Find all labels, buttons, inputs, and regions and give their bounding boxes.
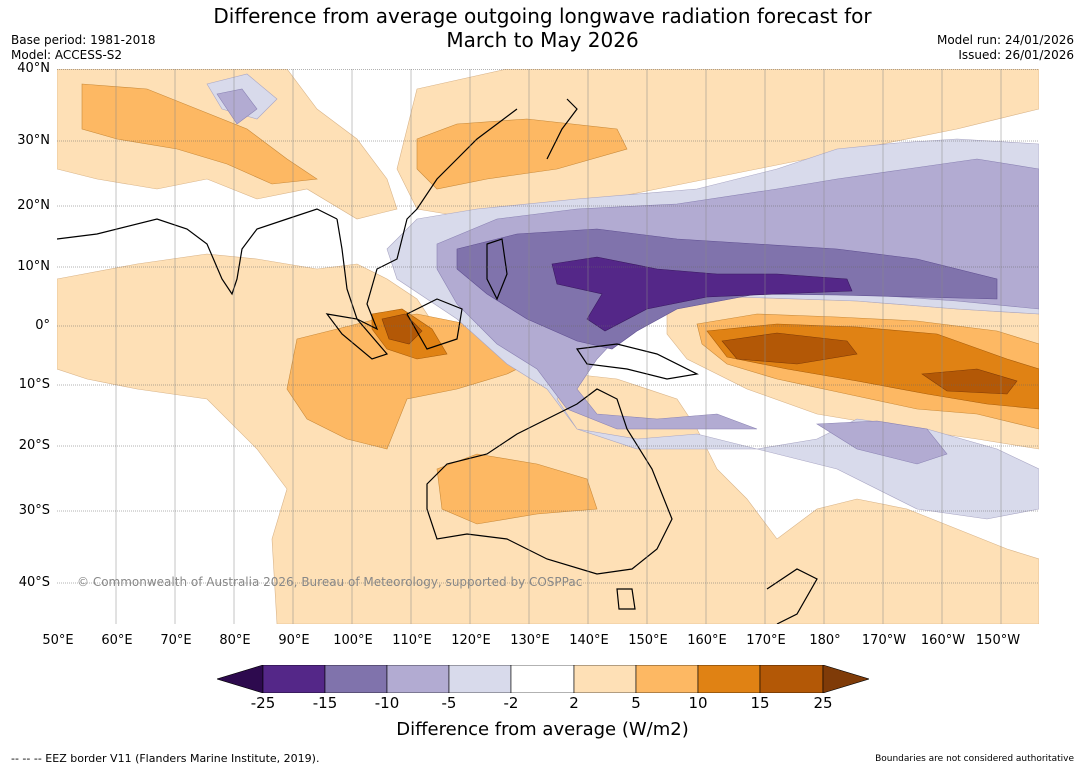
southeast-asia-coast	[336, 108, 518, 331]
colorbar-tick: -15	[312, 694, 338, 712]
colorbar-tick: -10	[374, 694, 400, 712]
lon-label-150e: 150°E	[628, 633, 668, 648]
colorbar-bin	[448, 665, 512, 693]
colorbar-tick: 2	[569, 694, 579, 712]
colorbar-bin	[324, 665, 388, 693]
lon-label-60e: 60°E	[101, 633, 133, 648]
title-line-1: Difference from average outgoing longwav…	[213, 4, 872, 28]
lat-label-10s: 10°S	[18, 377, 50, 392]
meta-right: Model run: 24/01/2026 Issued: 26/01/2026	[937, 33, 1074, 63]
new-guinea-coast	[575, 343, 699, 380]
meta-left: Base period: 1981-2018 Model: ACCESS-S2	[11, 33, 156, 63]
lon-label-50e: 50°E	[42, 633, 74, 648]
boundary-disclaimer: Boundaries are not considered authoritat…	[875, 754, 1074, 764]
colorbar-bin	[262, 665, 326, 693]
colorbar-tick: 10	[688, 694, 708, 712]
colorbar-tick: -5	[441, 694, 457, 712]
lon-label-120e: 120°E	[451, 633, 491, 648]
lat-label-10n: 10°N	[17, 259, 50, 274]
new-zealand-coast	[766, 568, 818, 624]
eez-footnote: -- -- -- EEZ border V11 (Flanders Marine…	[11, 752, 320, 765]
model-run: Model run: 24/01/2026	[936, 33, 1074, 47]
meridians	[115, 69, 1002, 624]
lat-label-0: 0°	[35, 318, 50, 333]
lat-label-40n: 40°N	[17, 61, 50, 76]
lon-label-100e: 100°E	[333, 633, 373, 648]
title-line-2: March to May 2026	[446, 28, 639, 52]
issued-date: Issued: 26/01/2026	[958, 48, 1074, 62]
lat-label-20s: 20°S	[18, 438, 50, 453]
colorbar-tick: 5	[631, 694, 641, 712]
lon-label-160e: 160°E	[687, 633, 727, 648]
colorbar-min-arrow	[217, 665, 264, 693]
lon-label-80e: 80°E	[219, 633, 251, 648]
colorbar-bin	[386, 665, 450, 693]
borneo-coast	[406, 298, 463, 350]
colorbar-bin	[573, 665, 637, 693]
colorbar-tick: 25	[813, 694, 833, 712]
copyright-notice: © Commonwealth of Australia 2026, Bureau…	[77, 575, 583, 589]
colorbar-max-arrow	[822, 665, 869, 693]
base-period: Base period: 1981-2018	[11, 33, 156, 47]
japan-coast	[546, 98, 578, 160]
lon-label-150w: 150°W	[975, 633, 1021, 648]
lon-label-140e: 140°E	[569, 633, 609, 648]
lon-label-110e: 110°E	[392, 633, 432, 648]
graticule	[57, 69, 1039, 584]
lon-label-160w: 160°W	[920, 633, 966, 648]
lat-label-30n: 30°N	[17, 133, 50, 148]
positive-anomaly-very-strong	[381, 313, 1018, 395]
colorbar-bin	[635, 665, 699, 693]
negative-anomaly-very-strong	[551, 256, 853, 332]
india-coast	[57, 208, 338, 296]
colorbar-tick: 15	[750, 694, 770, 712]
colorbar-tick: -2	[503, 694, 519, 712]
colorbar-bin	[510, 665, 575, 693]
lon-label-90e: 90°E	[278, 633, 310, 648]
colorbar-bin	[697, 665, 761, 693]
lon-label-180: 180°	[809, 633, 841, 648]
philippines-coast	[486, 238, 508, 301]
coastlines	[57, 98, 818, 624]
colorbar-bin	[759, 665, 824, 693]
lon-label-130e: 130°E	[510, 633, 550, 648]
colorbar-title: Difference from average (W/m2)	[396, 719, 689, 740]
lon-label-170w: 170°W	[861, 633, 907, 648]
lat-label-20n: 20°N	[17, 198, 50, 213]
australia-coast	[426, 388, 673, 575]
chart-title: Difference from average outgoing longwav…	[0, 4, 1085, 52]
model-name: Model: ACCESS-S2	[11, 48, 123, 62]
lon-label-170e: 170°E	[746, 633, 786, 648]
lat-label-40s: 40°S	[18, 575, 50, 590]
anomaly-map	[57, 69, 1039, 624]
lat-label-30s: 30°S	[18, 503, 50, 518]
colorbar-tick: -25	[250, 694, 276, 712]
colorbar	[217, 665, 869, 693]
lon-label-70e: 70°E	[160, 633, 192, 648]
tasmania-coast	[616, 588, 636, 610]
